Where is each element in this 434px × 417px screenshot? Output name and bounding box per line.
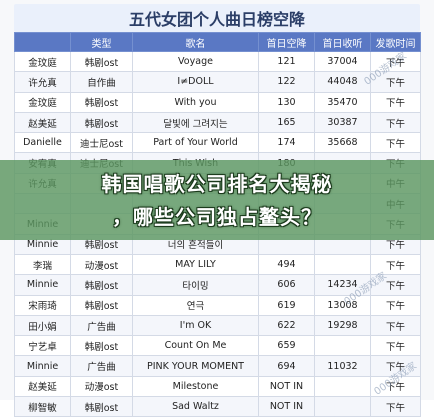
song-cell: I'm OK: [132, 314, 259, 337]
table-row: Minnie 广告曲 PINK YOUR MOMENT 694 11032 下午: [14, 355, 421, 377]
song-cell: Voyage: [132, 50, 259, 73]
release-time-cell: 下午: [370, 314, 421, 337]
artist-cell: 田小娟: [14, 314, 71, 337]
song-cell: MAY LILY: [132, 253, 259, 276]
table-header-row: 类型 歌名 首日空降 首日收听 发歌时间: [14, 32, 421, 52]
artist-cell: Danielle: [14, 132, 71, 154]
artist-cell: 李瑞: [14, 253, 71, 276]
type-cell: 动漫ost: [70, 253, 133, 276]
streams-cell: 14234: [314, 274, 371, 296]
column-header-release-time: 发歌时间: [370, 32, 421, 52]
streams-cell: 11032: [314, 355, 371, 377]
release-time-cell: 下午: [370, 111, 421, 134]
artist-cell: 金玟庭: [14, 50, 71, 73]
release-time-cell: 下午: [370, 375, 421, 398]
table-row: Minnie 韩剧ost 타이밍 606 14234 下午: [14, 274, 421, 296]
release-time-cell: 下午: [370, 132, 421, 154]
song-cell: I≠DOLL: [132, 71, 259, 93]
debut-rank-cell: 622: [258, 314, 315, 337]
table-row: 许允真 自作曲 I≠DOLL 122 44048 下午: [14, 71, 421, 93]
streams-cell: [314, 335, 371, 357]
type-cell: 韩剧ost: [70, 111, 133, 134]
headline-line-1: 韩国唱歌公司排名大揭秘: [101, 172, 333, 196]
release-time-cell: 下午: [370, 91, 421, 113]
streams-cell: 35668: [314, 132, 371, 154]
artist-cell: 宁艺卓: [14, 335, 71, 357]
type-cell: 韩剧ost: [70, 335, 133, 357]
ranking-image: 五代女团个人曲日榜空降 类型 歌名 首日空降 首日收听 发歌时间 金玟庭 韩剧os…: [0, 4, 434, 417]
artist-cell: 赵美延: [14, 375, 71, 398]
streams-cell: [314, 253, 371, 276]
type-cell: 广告曲: [70, 355, 133, 377]
page-title: 五代女团个人曲日榜空降: [128, 10, 305, 29]
streams-cell: 30387: [314, 111, 371, 134]
debut-rank-cell: 121: [258, 50, 315, 73]
debut-rank-cell: 494: [258, 253, 315, 276]
streams-cell: 13008: [314, 294, 371, 316]
release-time-cell: 下午: [370, 50, 421, 73]
artist-cell: Minnie: [14, 355, 71, 377]
type-cell: 韩剧ost: [70, 274, 133, 296]
type-cell: 自作曲: [70, 71, 133, 93]
artist-cell: 赵美延: [14, 111, 71, 134]
song-cell: PINK YOUR MOMENT: [132, 355, 259, 377]
type-cell: 韩剧ost: [70, 294, 133, 316]
song-cell: Count On Me: [132, 335, 259, 357]
debut-rank-cell: 122: [258, 71, 315, 93]
column-header-first-day-streams: 首日收听: [314, 32, 371, 52]
release-time-cell: 下午: [370, 335, 421, 357]
debut-rank-cell: 619: [258, 294, 315, 316]
streams-cell: 37004: [314, 50, 371, 73]
type-cell: 广告曲: [70, 314, 133, 337]
song-cell: 달빛에 그려지는: [132, 111, 259, 134]
release-time-cell: 下午: [370, 355, 421, 377]
release-time-cell: 下午: [370, 253, 421, 276]
chart-header: 五代女团个人曲日榜空降: [14, 4, 420, 32]
song-cell: 타이밍: [132, 274, 259, 296]
table-row: 田小娟 广告曲 I'm OK 622 19298 下午: [14, 314, 421, 337]
table-row: 金玟庭 韩剧ost With you 130 35470 下午: [14, 91, 421, 113]
type-cell: 韩剧ost: [70, 50, 133, 73]
artist-cell: 金玟庭: [14, 91, 71, 113]
streams-cell: [314, 375, 371, 398]
song-cell: With you: [132, 91, 259, 113]
song-cell: Part of Your World: [132, 132, 259, 154]
release-time-cell: 下午: [370, 294, 421, 316]
debut-rank-cell: NOT IN: [258, 375, 315, 398]
table-row: Danielle 迪士尼ost Part of Your World 174 35668…: [14, 132, 421, 154]
debut-rank-cell: 165: [258, 111, 315, 134]
table-row: 赵美延 韩剧ost 달빛에 그려지는 165 30387 下午: [14, 111, 421, 134]
column-header-debut-rank: 首日空降: [258, 32, 315, 52]
debut-rank-cell: 659: [258, 335, 315, 357]
artist-cell: 宋雨琦: [14, 294, 71, 316]
type-cell: 韩剧ost: [70, 91, 133, 113]
streams-cell: 35470: [314, 91, 371, 113]
table-row: 宁艺卓 韩剧ost Count On Me 659 下午: [14, 335, 421, 357]
table-row: 赵美延 动漫ost Milestone NOT IN 下午: [14, 375, 421, 398]
headline-banner: [0, 160, 434, 240]
artist-cell: 许允真: [14, 71, 71, 93]
debut-rank-cell: 694: [258, 355, 315, 377]
column-header-artist: [14, 32, 71, 52]
release-time-cell: 下午: [370, 274, 421, 296]
streams-cell: 44048: [314, 71, 371, 93]
table-row: 李瑞 动漫ost MAY LILY 494 下午: [14, 253, 421, 276]
song-cell: 연극: [132, 294, 259, 316]
headline-line-2: ，哪些公司独占鳌头？: [112, 205, 322, 229]
debut-rank-cell: 174: [258, 132, 315, 154]
table-row: 宋雨琦 韩剧ost 연극 619 13008 下午: [14, 294, 421, 316]
column-header-type: 类型: [70, 32, 133, 52]
type-cell: 迪士尼ost: [70, 132, 133, 154]
column-header-song: 歌名: [132, 32, 259, 52]
debut-rank-cell: 606: [258, 274, 315, 296]
type-cell: 动漫ost: [70, 375, 133, 398]
song-cell: Milestone: [132, 375, 259, 398]
release-time-cell: 下午: [370, 71, 421, 93]
artist-cell: Minnie: [14, 274, 71, 296]
streams-cell: 19298: [314, 314, 371, 337]
debut-rank-cell: 130: [258, 91, 315, 113]
table-row: 金玟庭 韩剧ost Voyage 121 37004 下午: [14, 50, 421, 73]
